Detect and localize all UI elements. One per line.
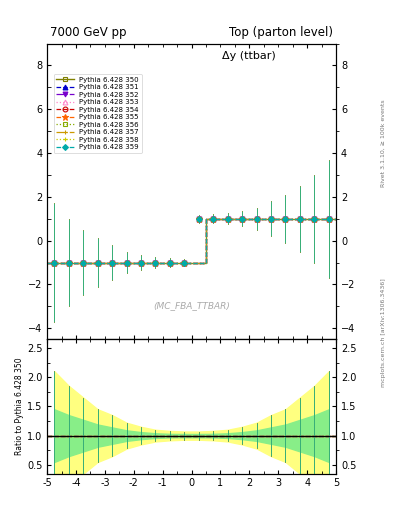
Text: Top (parton level): Top (parton level) (229, 26, 333, 39)
Text: Rivet 3.1.10, ≥ 100k events: Rivet 3.1.10, ≥ 100k events (381, 99, 386, 187)
Text: (MC_FBA_TTBAR): (MC_FBA_TTBAR) (153, 301, 230, 310)
Text: mcplots.cern.ch [arXiv:1306.3436]: mcplots.cern.ch [arXiv:1306.3436] (381, 279, 386, 387)
Text: Δy (ttbar): Δy (ttbar) (222, 51, 276, 61)
Text: 7000 GeV pp: 7000 GeV pp (50, 26, 127, 39)
Y-axis label: Ratio to Pythia 6.428 350: Ratio to Pythia 6.428 350 (15, 357, 24, 455)
Legend: Pythia 6.428 350, Pythia 6.428 351, Pythia 6.428 352, Pythia 6.428 353, Pythia 6: Pythia 6.428 350, Pythia 6.428 351, Pyth… (53, 74, 141, 153)
